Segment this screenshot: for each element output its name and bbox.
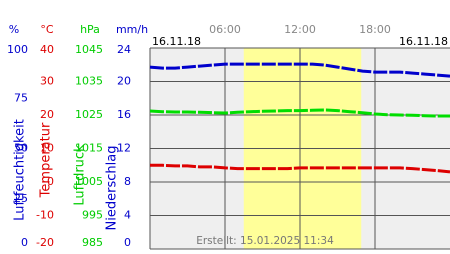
footer: Erstellt: 15.01.2025 11:34 bbox=[196, 235, 334, 247]
y-tick-label: -10 bbox=[36, 209, 54, 222]
x-tick-label: 06:00 bbox=[209, 23, 241, 36]
date-end: 16.11.18 bbox=[399, 35, 448, 48]
y-tick-label: 0 bbox=[124, 236, 131, 249]
y-tick-label: 1015 bbox=[75, 142, 103, 155]
axis-unit: hPa bbox=[80, 23, 100, 36]
x-tick-label: 18:00 bbox=[359, 23, 391, 36]
y-tick-label: 995 bbox=[82, 209, 103, 222]
y-tick-label: -20 bbox=[36, 236, 54, 249]
y-tick-label: 40 bbox=[40, 43, 54, 56]
axis-title: Temperatur bbox=[39, 122, 54, 198]
y-tick-label: 75 bbox=[14, 91, 28, 104]
y-tick-label: 0 bbox=[21, 236, 28, 249]
x-tick-label: 12:00 bbox=[284, 23, 316, 36]
y-tick-label: 50 bbox=[14, 142, 28, 155]
y-tick-label: 10 bbox=[40, 142, 54, 155]
axis-unit: % bbox=[9, 23, 19, 36]
y-tick-label: 16 bbox=[117, 108, 131, 121]
y-tick-label: 0 bbox=[47, 175, 54, 188]
axis-unit: °C bbox=[40, 23, 54, 36]
date-start: 16.11.18 bbox=[152, 35, 201, 48]
axis-unit: mm/h bbox=[116, 23, 148, 36]
y-tick-label: 8 bbox=[124, 175, 131, 188]
data-line bbox=[149, 62, 450, 78]
y-tick-label: 30 bbox=[40, 75, 54, 88]
y-tick-label: 25 bbox=[14, 192, 28, 205]
y-tick-label: 12 bbox=[117, 142, 131, 155]
axis-title: Luftdruck bbox=[73, 144, 88, 206]
axis-title: Luftfeuchtigkeit bbox=[13, 119, 28, 221]
y-tick-label: 20 bbox=[117, 75, 131, 88]
y-tick-label: 100 bbox=[7, 43, 28, 56]
y-tick-label: 1005 bbox=[75, 175, 103, 188]
y-tick-label: 1035 bbox=[75, 75, 103, 88]
y-tick-label: 20 bbox=[40, 108, 54, 121]
data-line bbox=[150, 163, 450, 174]
axis-title: Niederschlag bbox=[105, 146, 120, 231]
y-tick-label: 985 bbox=[82, 236, 103, 249]
y-tick-label: 1045 bbox=[75, 43, 103, 56]
y-tick-label: 4 bbox=[124, 209, 131, 222]
y-tick-label: 24 bbox=[117, 43, 131, 56]
y-tick-label: 1025 bbox=[75, 108, 103, 121]
data-line bbox=[149, 108, 450, 118]
